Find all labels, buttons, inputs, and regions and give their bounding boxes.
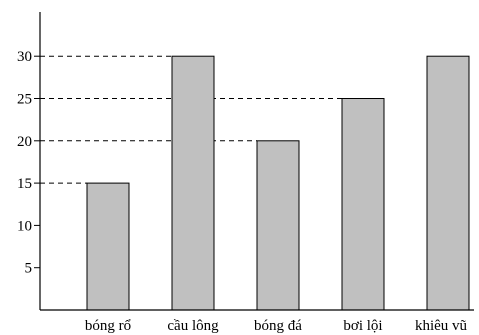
y-tick-label: 25 <box>17 92 32 108</box>
bar <box>341 98 385 311</box>
x-category-label: bóng rổ <box>85 318 131 334</box>
x-category-label: khiêu vũ <box>415 318 468 334</box>
y-tick-label: 5 <box>25 261 33 277</box>
x-category-label: bóng đá <box>254 318 302 334</box>
y-tick-label: 20 <box>17 134 32 150</box>
y-tick-label: 30 <box>17 49 32 65</box>
reference-lines <box>40 55 342 184</box>
x-labels: bóng rổ cầu lông bóng đá bơi lội khiêu vũ <box>85 318 468 334</box>
bar <box>256 140 300 311</box>
bar <box>171 55 215 311</box>
x-category-label: cầu lông <box>167 318 219 334</box>
bar <box>426 55 470 311</box>
bar <box>86 182 130 311</box>
bars <box>86 55 470 311</box>
y-tick-label: 15 <box>17 176 32 192</box>
y-ticks: 5 10 15 20 25 30 <box>17 49 40 277</box>
x-category-label: bơi lội <box>343 318 382 334</box>
y-tick-label: 10 <box>17 218 32 234</box>
